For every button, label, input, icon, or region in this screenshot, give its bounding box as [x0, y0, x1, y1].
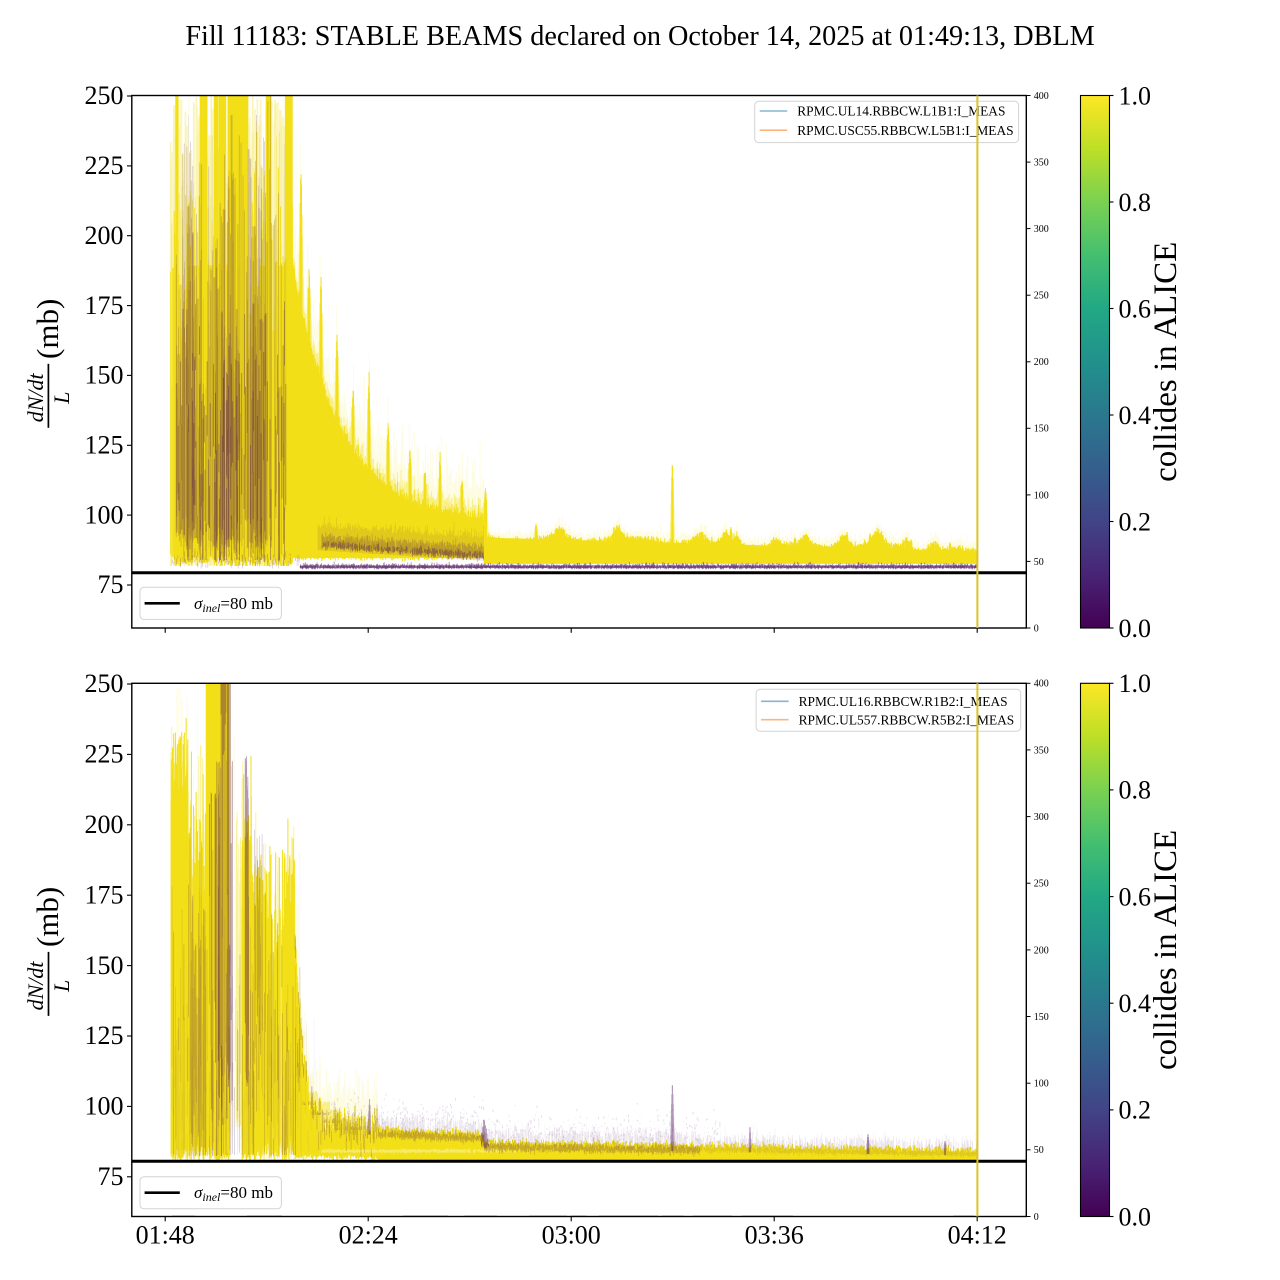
svg-text:400: 400 [1034, 91, 1049, 102]
svg-text:250: 250 [85, 669, 124, 698]
svg-text:σinel=80 mb: σinel=80 mb [194, 594, 273, 615]
svg-text:200: 200 [85, 221, 124, 250]
svg-text:0.0: 0.0 [1119, 614, 1152, 643]
svg-text:125: 125 [85, 1021, 124, 1050]
svg-text:75: 75 [98, 570, 124, 599]
svg-text:100: 100 [85, 1092, 124, 1121]
svg-text:RPMC.UL16.RBBCW.R1B2:I_MEAS: RPMC.UL16.RBBCW.R1B2:I_MEAS [799, 694, 1008, 709]
svg-text:100: 100 [1034, 1079, 1049, 1090]
svg-text:200: 200 [1034, 357, 1049, 368]
svg-text:(mb): (mb) [30, 887, 65, 947]
svg-text:50: 50 [1034, 557, 1044, 568]
svg-text:0.4: 0.4 [1119, 401, 1152, 430]
svg-text:250: 250 [1034, 879, 1049, 890]
svg-text:100: 100 [1034, 490, 1049, 501]
svg-text:350: 350 [1034, 158, 1049, 169]
svg-text:0: 0 [1034, 1212, 1039, 1223]
svg-text:σinel=80 mb: σinel=80 mb [194, 1183, 273, 1204]
svg-text:L: L [49, 980, 74, 993]
svg-text:01:48: 01:48 [136, 1221, 195, 1250]
svg-text:75: 75 [98, 1162, 124, 1191]
svg-text:200: 200 [85, 810, 124, 839]
svg-text:03:36: 03:36 [745, 1221, 804, 1250]
svg-text:0.8: 0.8 [1119, 188, 1152, 217]
svg-text:150: 150 [1034, 424, 1049, 435]
svg-text:300: 300 [1034, 812, 1049, 823]
svg-text:175: 175 [85, 291, 124, 320]
svg-text:200: 200 [1034, 945, 1049, 956]
svg-text:0.2: 0.2 [1119, 507, 1152, 536]
svg-text:RPMC.UL14.RBBCW.L1B1:I_MEAS: RPMC.UL14.RBBCW.L1B1:I_MEAS [797, 104, 1005, 119]
svg-text:50: 50 [1034, 1145, 1044, 1156]
svg-text:0.6: 0.6 [1119, 294, 1152, 323]
svg-text:0.4: 0.4 [1119, 989, 1152, 1018]
svg-text:250: 250 [1034, 291, 1049, 302]
svg-text:RPMC.USC55.RBBCW.L5B1:I_MEAS: RPMC.USC55.RBBCW.L5B1:I_MEAS [797, 123, 1013, 138]
svg-text:0.0: 0.0 [1119, 1202, 1152, 1231]
svg-text:0: 0 [1034, 623, 1039, 634]
svg-text:350: 350 [1034, 745, 1049, 756]
svg-text:(mb): (mb) [30, 299, 65, 359]
svg-text:150: 150 [85, 361, 124, 390]
svg-text:225: 225 [85, 740, 124, 769]
svg-text:dN/dt: dN/dt [23, 372, 48, 422]
svg-text:04:12: 04:12 [948, 1221, 1007, 1250]
svg-text:Fill 11183: STABLE BEAMS decla: Fill 11183: STABLE BEAMS declared on Oct… [185, 21, 1094, 52]
svg-text:150: 150 [1034, 1012, 1049, 1023]
svg-text:300: 300 [1034, 224, 1049, 235]
svg-text:L: L [49, 392, 74, 405]
svg-text:0.2: 0.2 [1119, 1096, 1152, 1125]
svg-text:250: 250 [85, 81, 124, 110]
svg-text:100: 100 [85, 500, 124, 529]
svg-text:dN/dt: dN/dt [23, 961, 48, 1011]
svg-text:03:00: 03:00 [542, 1221, 601, 1250]
svg-text:collides in ALICE: collides in ALICE [1148, 242, 1184, 482]
svg-text:02:24: 02:24 [339, 1221, 398, 1250]
svg-text:1.0: 1.0 [1119, 669, 1152, 698]
svg-text:RPMC.UL557.RBBCW.R5B2:I_MEAS: RPMC.UL557.RBBCW.R5B2:I_MEAS [799, 712, 1015, 727]
svg-text:0.6: 0.6 [1119, 882, 1152, 911]
svg-text:0.8: 0.8 [1119, 776, 1152, 805]
svg-text:175: 175 [85, 880, 124, 909]
svg-text:125: 125 [85, 431, 124, 460]
svg-text:1.0: 1.0 [1119, 81, 1152, 110]
svg-text:225: 225 [85, 151, 124, 180]
svg-text:400: 400 [1034, 679, 1049, 690]
svg-text:collides in ALICE: collides in ALICE [1148, 830, 1184, 1070]
svg-text:150: 150 [85, 951, 124, 980]
